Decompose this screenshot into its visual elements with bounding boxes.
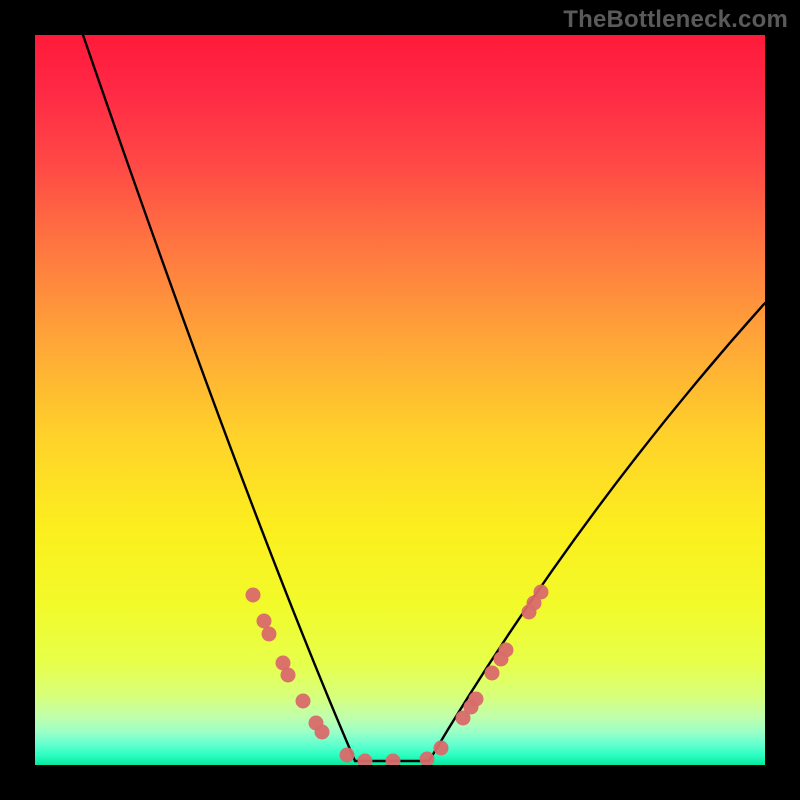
data-marker xyxy=(246,588,261,603)
data-marker xyxy=(358,754,373,766)
data-marker xyxy=(534,585,549,600)
data-marker xyxy=(499,643,514,658)
plot-area xyxy=(35,35,765,765)
data-marker xyxy=(296,694,311,709)
marker-group xyxy=(246,585,549,766)
data-marker xyxy=(315,725,330,740)
data-marker xyxy=(386,754,401,766)
data-marker xyxy=(434,741,449,756)
v-curve-layer xyxy=(35,35,765,765)
data-marker xyxy=(257,614,272,629)
data-marker xyxy=(281,668,296,683)
data-marker xyxy=(340,748,355,763)
data-marker xyxy=(485,666,500,681)
data-marker xyxy=(262,627,277,642)
v-curve xyxy=(83,35,765,761)
watermark-text: TheBottleneck.com xyxy=(563,6,788,34)
data-marker xyxy=(469,692,484,707)
